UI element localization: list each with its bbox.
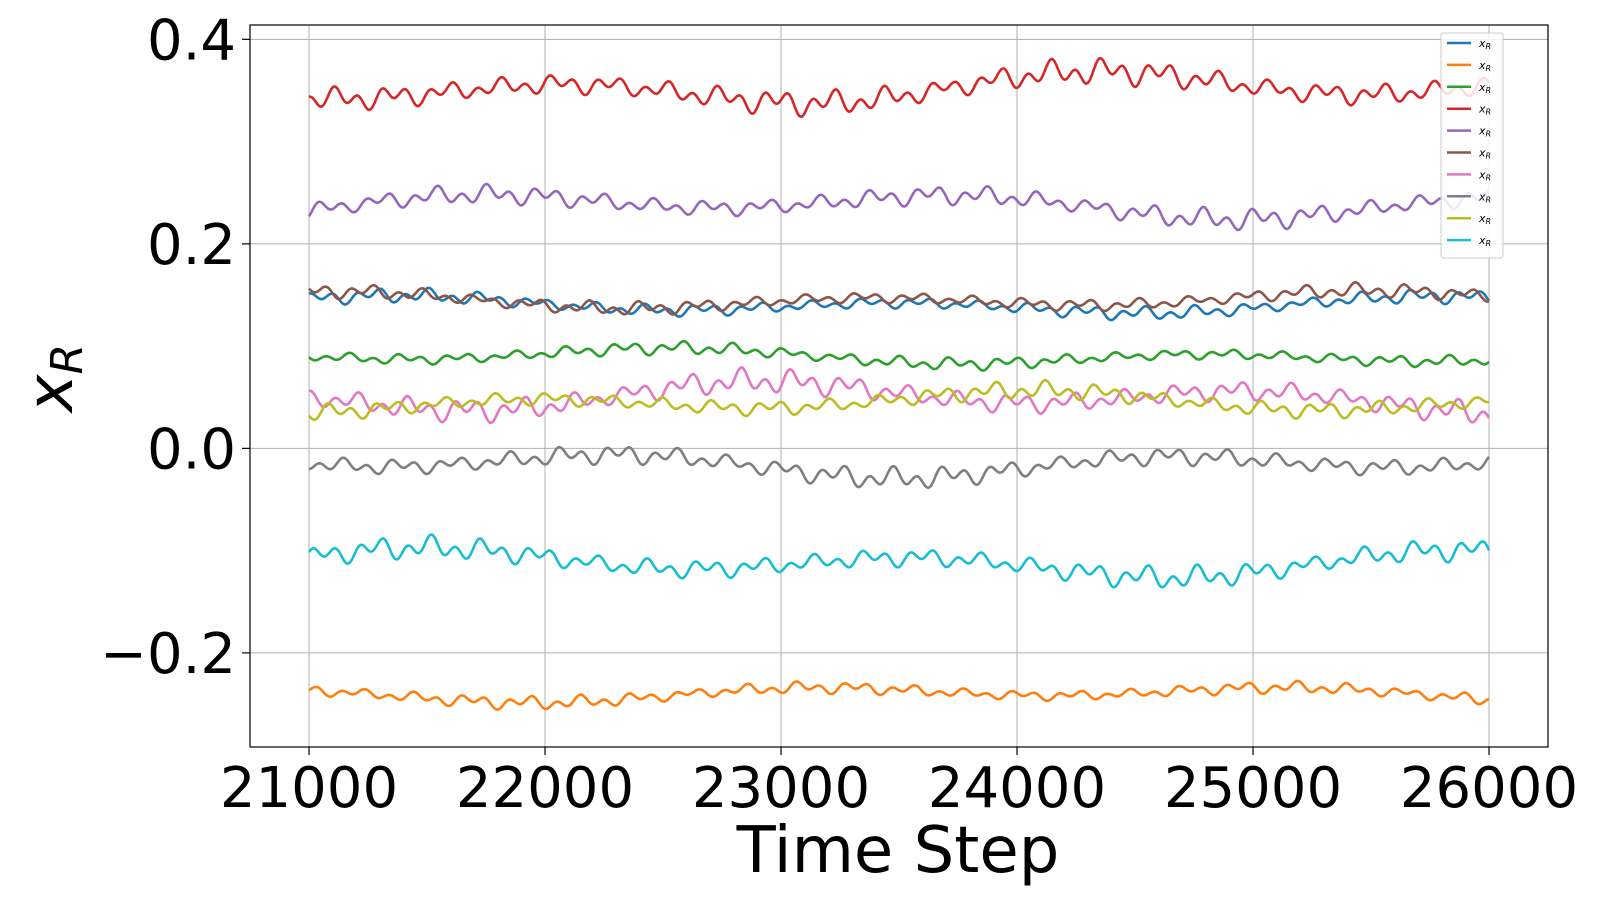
- y-axis-ticks: −0.2 0.0 0.2 0.4: [100, 8, 250, 687]
- x-axis-label: Time Step: [736, 814, 1060, 888]
- legend-label-0: xR: [1478, 37, 1491, 51]
- legend-label-6: xR: [1478, 168, 1491, 182]
- plot-frame: [249, 24, 1549, 748]
- legend-label-3: xR: [1478, 103, 1491, 117]
- legend-box: [1440, 32, 1504, 259]
- legend-label-8: xR: [1478, 212, 1491, 226]
- y-tick-label: 0.2: [147, 213, 236, 278]
- series-line-3: [308, 57, 1491, 119]
- x-tick-label: 25000: [1164, 756, 1342, 821]
- series-line-5: [308, 281, 1490, 316]
- x-tick-label: 23000: [692, 756, 870, 821]
- legend-label-2: xR: [1478, 81, 1491, 95]
- legend-label-5: xR: [1478, 147, 1491, 161]
- legend-label-4: xR: [1478, 125, 1491, 139]
- legend-label-9: xR: [1478, 234, 1491, 248]
- series-line-1: [308, 679, 1490, 711]
- plot-lines: [307, 57, 1491, 711]
- y-tick-label: −0.2: [100, 622, 236, 687]
- legend: xR xR xR xR xR xR xR xR xR xR: [1440, 32, 1504, 259]
- y-tick-label: 0.4: [147, 8, 236, 73]
- series-line-2: [308, 339, 1490, 372]
- y-tick-label: 0.0: [147, 417, 236, 482]
- series-line-0: [308, 286, 1491, 322]
- legend-label-1: xR: [1478, 59, 1491, 73]
- x-tick-label: 22000: [456, 756, 634, 821]
- series-line-9: [307, 533, 1491, 589]
- series-line-7: [308, 445, 1491, 489]
- legend-label-7: xR: [1478, 190, 1491, 204]
- x-axis-ticks: 21000 22000 23000 24000 25000 26000: [220, 747, 1578, 821]
- x-tick-label: 26000: [1400, 756, 1578, 821]
- series-line-4: [307, 182, 1490, 232]
- y-axis-label: xR: [14, 344, 93, 414]
- series-line-6: [308, 366, 1491, 425]
- series-line-8: [308, 379, 1490, 421]
- y-axis-label-text: xR: [14, 344, 93, 414]
- x-tick-label: 21000: [220, 756, 398, 821]
- x-tick-label: 24000: [928, 756, 1106, 821]
